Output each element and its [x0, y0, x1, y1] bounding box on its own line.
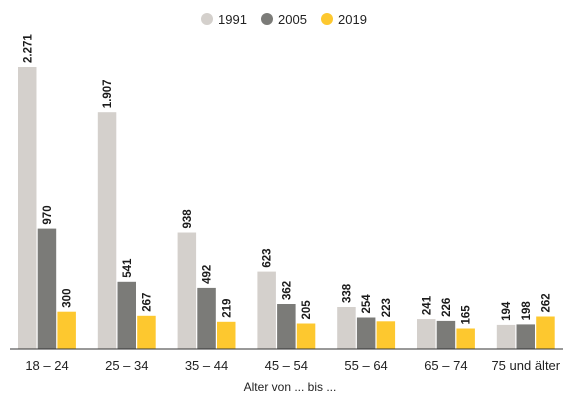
value-label-1991-5: 338: [341, 283, 353, 303]
x-tick-labels: 18 – 24 25 – 34 35 – 44 45 – 54 55 – 64 65 – …: [25, 358, 560, 373]
bar-2019-1: [57, 311, 76, 349]
value-label-2005-6: 226: [441, 298, 453, 317]
x-tick-label-3: 35 – 44: [185, 358, 228, 373]
bar-1991-2: [97, 112, 117, 349]
bar-2005-3: [197, 287, 216, 349]
legend-marker-1991: [201, 13, 213, 25]
legend-marker-2005: [261, 13, 273, 25]
value-label-1991-1: 2.271: [22, 34, 34, 63]
legend-label-2005: 2005: [278, 12, 307, 27]
value-label-2019-1: 300: [62, 289, 74, 308]
value-label-1991-3: 938: [182, 209, 194, 229]
value-label-2005-4: 362: [281, 281, 293, 300]
bar-2019-2: [137, 315, 156, 349]
bar-2005-5: [356, 317, 376, 349]
value-label-2005-1: 970: [42, 205, 54, 224]
value-label-2019-2: 267: [141, 293, 153, 312]
bar-1991-7: [496, 324, 516, 349]
x-tick-label-7: 75 und älter: [491, 358, 560, 373]
value-label-2019-3: 219: [221, 299, 233, 318]
bar-1991-6: [417, 319, 436, 349]
value-label-1991-2: 1.907: [102, 79, 114, 108]
legend-label-1991: 1991: [218, 12, 247, 27]
bar-1991-3: [177, 232, 197, 349]
value-label-1991-6: 241: [421, 295, 433, 315]
value-label-2005-3: 492: [202, 265, 214, 284]
bar-2019-7: [536, 316, 555, 349]
bar-2005-2: [117, 281, 136, 349]
x-axis-label: Alter von ... bis ...: [244, 380, 337, 394]
bar-2005-1: [37, 228, 57, 349]
value-label-2005-2: 541: [122, 258, 134, 278]
bar-2005-7: [516, 324, 535, 349]
bar-2019-4: [296, 323, 316, 349]
value-label-2019-4: 205: [301, 300, 313, 320]
bars: [18, 67, 555, 349]
bar-1991-4: [257, 271, 276, 349]
bar-2005-6: [436, 320, 456, 349]
x-tick-label-5: 55 – 64: [344, 358, 387, 373]
x-tick-label-1: 18 – 24: [25, 358, 68, 373]
value-label-2005-7: 198: [521, 301, 533, 321]
value-label-1991-4: 623: [262, 248, 274, 267]
x-tick-label-6: 65 – 74: [424, 358, 467, 373]
legend-marker-2019: [321, 13, 333, 25]
bar-1991-1: [18, 67, 37, 349]
value-label-2019-7: 262: [540, 293, 552, 312]
bar-2019-5: [376, 321, 396, 349]
bar-1991-5: [337, 307, 356, 349]
x-tick-label-4: 45 – 54: [265, 358, 308, 373]
x-tick-label-2: 25 – 34: [105, 358, 148, 373]
legend-label-2019: 2019: [338, 12, 367, 27]
value-labels: 2.271 970 300 1.907 541 267 938 492 219 623 362 205…: [22, 34, 552, 325]
value-label-1991-7: 194: [501, 301, 513, 321]
bar-2019-6: [456, 328, 475, 349]
bar-2019-3: [217, 321, 236, 349]
legend: 1991 2005 2019: [201, 12, 367, 27]
value-label-2019-6: 165: [461, 305, 473, 325]
value-label-2005-5: 254: [361, 294, 373, 314]
bar-2005-4: [277, 304, 296, 349]
value-label-2019-5: 223: [381, 298, 393, 317]
